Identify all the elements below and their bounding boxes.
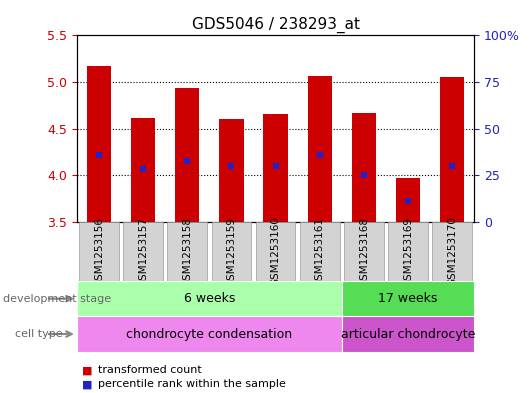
Bar <box>211 222 251 281</box>
Bar <box>79 222 119 281</box>
Text: 17 weeks: 17 weeks <box>378 292 438 305</box>
Bar <box>342 281 474 316</box>
Bar <box>219 119 244 222</box>
Text: 6 weeks: 6 weeks <box>184 292 235 305</box>
Bar <box>175 88 199 222</box>
Text: GSM1253169: GSM1253169 <box>403 217 413 286</box>
Bar <box>263 114 288 222</box>
Text: ■: ■ <box>82 379 93 389</box>
Text: chondrocyte condensation: chondrocyte condensation <box>126 327 293 341</box>
Text: GSM1253168: GSM1253168 <box>359 217 369 286</box>
Bar <box>352 113 376 222</box>
Text: GSM1253156: GSM1253156 <box>94 217 104 286</box>
Bar <box>255 222 295 281</box>
Text: articular chondrocyte: articular chondrocyte <box>341 327 475 341</box>
Text: GSM1253170: GSM1253170 <box>447 217 457 286</box>
Text: ■: ■ <box>82 365 93 375</box>
Bar <box>440 77 464 222</box>
Text: GSM1253157: GSM1253157 <box>138 217 148 286</box>
Text: GSM1253161: GSM1253161 <box>315 217 325 286</box>
Bar <box>342 316 474 352</box>
Bar <box>87 66 111 222</box>
Text: development stage: development stage <box>3 294 111 304</box>
Bar <box>123 222 163 281</box>
Text: GSM1253160: GSM1253160 <box>271 217 280 286</box>
Bar <box>388 222 428 281</box>
Text: GSM1253159: GSM1253159 <box>226 217 236 286</box>
Bar <box>300 222 340 281</box>
Text: transformed count: transformed count <box>98 365 202 375</box>
Bar <box>307 75 332 222</box>
Bar <box>77 316 342 352</box>
Bar <box>77 281 342 316</box>
Title: GDS5046 / 238293_at: GDS5046 / 238293_at <box>192 17 359 33</box>
Text: GSM1253158: GSM1253158 <box>182 217 192 286</box>
Bar <box>131 118 155 222</box>
Text: cell type: cell type <box>15 329 63 339</box>
Bar <box>167 222 207 281</box>
Bar <box>344 222 384 281</box>
Text: percentile rank within the sample: percentile rank within the sample <box>98 379 286 389</box>
Bar <box>432 222 472 281</box>
Bar <box>396 178 420 222</box>
